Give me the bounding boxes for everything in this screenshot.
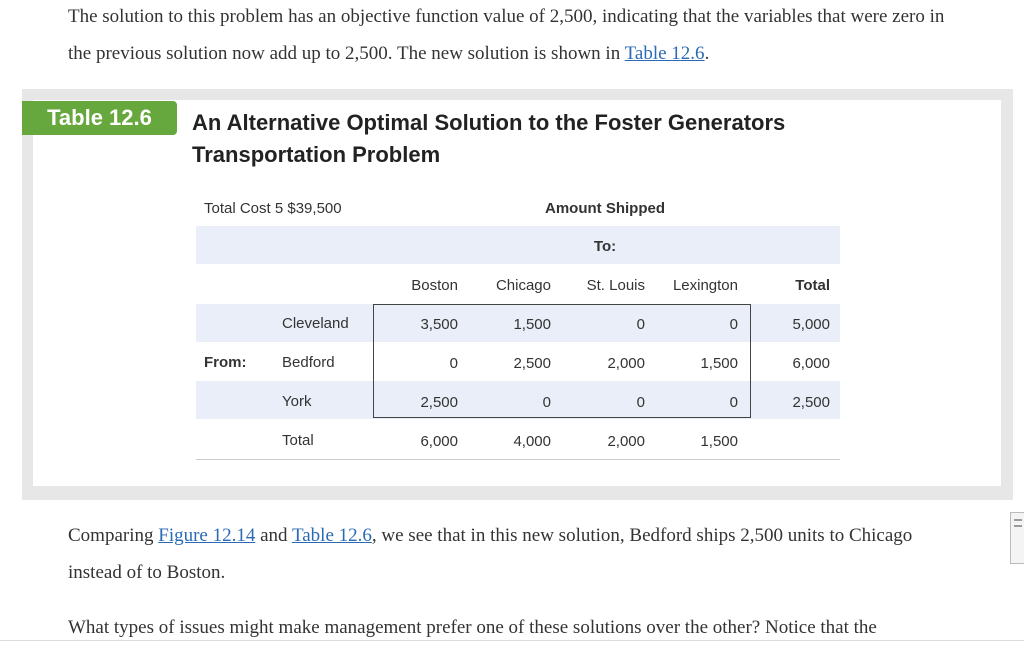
col-header-chicago: Chicago	[495, 277, 551, 294]
cell-york-boston: 2,500	[420, 394, 458, 411]
row-origin-total: Total	[282, 432, 314, 449]
cell-total-lexington: 1,500	[700, 433, 738, 450]
cell-bedford-lexington: 1,500	[700, 355, 738, 372]
cell-york-st-louis: 0	[636, 394, 645, 411]
row-origin-cleveland: Cleveland	[282, 315, 349, 332]
intro-text: The solution to this problem has an obje…	[68, 6, 945, 64]
row-band-york	[196, 381, 840, 419]
table-panel	[33, 100, 1001, 486]
cell-cleveland-chicago: 1,500	[513, 316, 551, 333]
cell-cleveland-boston: 3,500	[420, 316, 458, 333]
col-header-boston: Boston	[411, 277, 458, 294]
cell-total-chicago: 4,000	[513, 433, 551, 450]
row-origin-bedford: Bedford	[282, 354, 335, 371]
solution-grid-border	[373, 304, 751, 418]
compare-text-2: and	[255, 525, 292, 546]
cell-cleveland-lexington: 0	[729, 316, 738, 333]
table-12-6-link[interactable]: Table 12.6	[624, 43, 705, 64]
cell-total-boston: 6,000	[420, 433, 458, 450]
cell-york-lexington: 0	[729, 394, 738, 411]
table-title: An Alternative Optimal Solution to the F…	[192, 110, 786, 167]
page-bottom-divider	[0, 640, 1024, 641]
cell-total-st-louis: 2,000	[607, 433, 645, 450]
amount-shipped-header: Amount Shipped	[545, 200, 665, 217]
cell-cleveland-total: 5,000	[792, 316, 830, 333]
compare-text-1: Comparing	[68, 525, 159, 546]
col-header-lexington: Lexington	[672, 277, 738, 294]
cell-york-chicago: 0	[542, 394, 551, 411]
cell-bedford-total: 6,000	[792, 355, 830, 372]
col-header-total: Total	[795, 277, 830, 294]
cell-york-total: 2,500	[792, 394, 830, 411]
cell-bedford-chicago: 2,500	[513, 355, 551, 372]
intro-period: .	[704, 43, 710, 64]
col-header-st-louis: St. Louis	[586, 277, 645, 294]
row-origin-york: York	[282, 393, 312, 410]
compare-text-3: , we see that in this new solution, Bedf…	[68, 525, 913, 583]
cell-cleveland-st-louis: 0	[636, 316, 645, 333]
table-12-6-link-2[interactable]: Table 12.6	[291, 525, 372, 546]
comparison-paragraph: Comparing Figure 12.14 and Table 12.6, w…	[68, 517, 968, 591]
cell-bedford-boston: 0	[449, 355, 458, 372]
header-band	[196, 226, 840, 264]
total-cost-label: Total Cost 5 $39,500	[204, 200, 342, 217]
intro-paragraph: The solution to this problem has an obje…	[68, 0, 968, 72]
table-bottom-rule	[196, 459, 840, 460]
table-badge: Table 12.6	[22, 101, 177, 135]
question-paragraph: What types of issues might make manageme…	[68, 617, 877, 638]
to-header: To:	[593, 238, 617, 255]
from-label: From:	[204, 354, 247, 371]
cell-bedford-st-louis: 2,000	[607, 355, 645, 372]
figure-12-14-link[interactable]: Figure 12.14	[158, 525, 256, 546]
row-band-cleveland	[196, 304, 840, 342]
page-thumbnail-icon[interactable]	[1010, 512, 1024, 564]
